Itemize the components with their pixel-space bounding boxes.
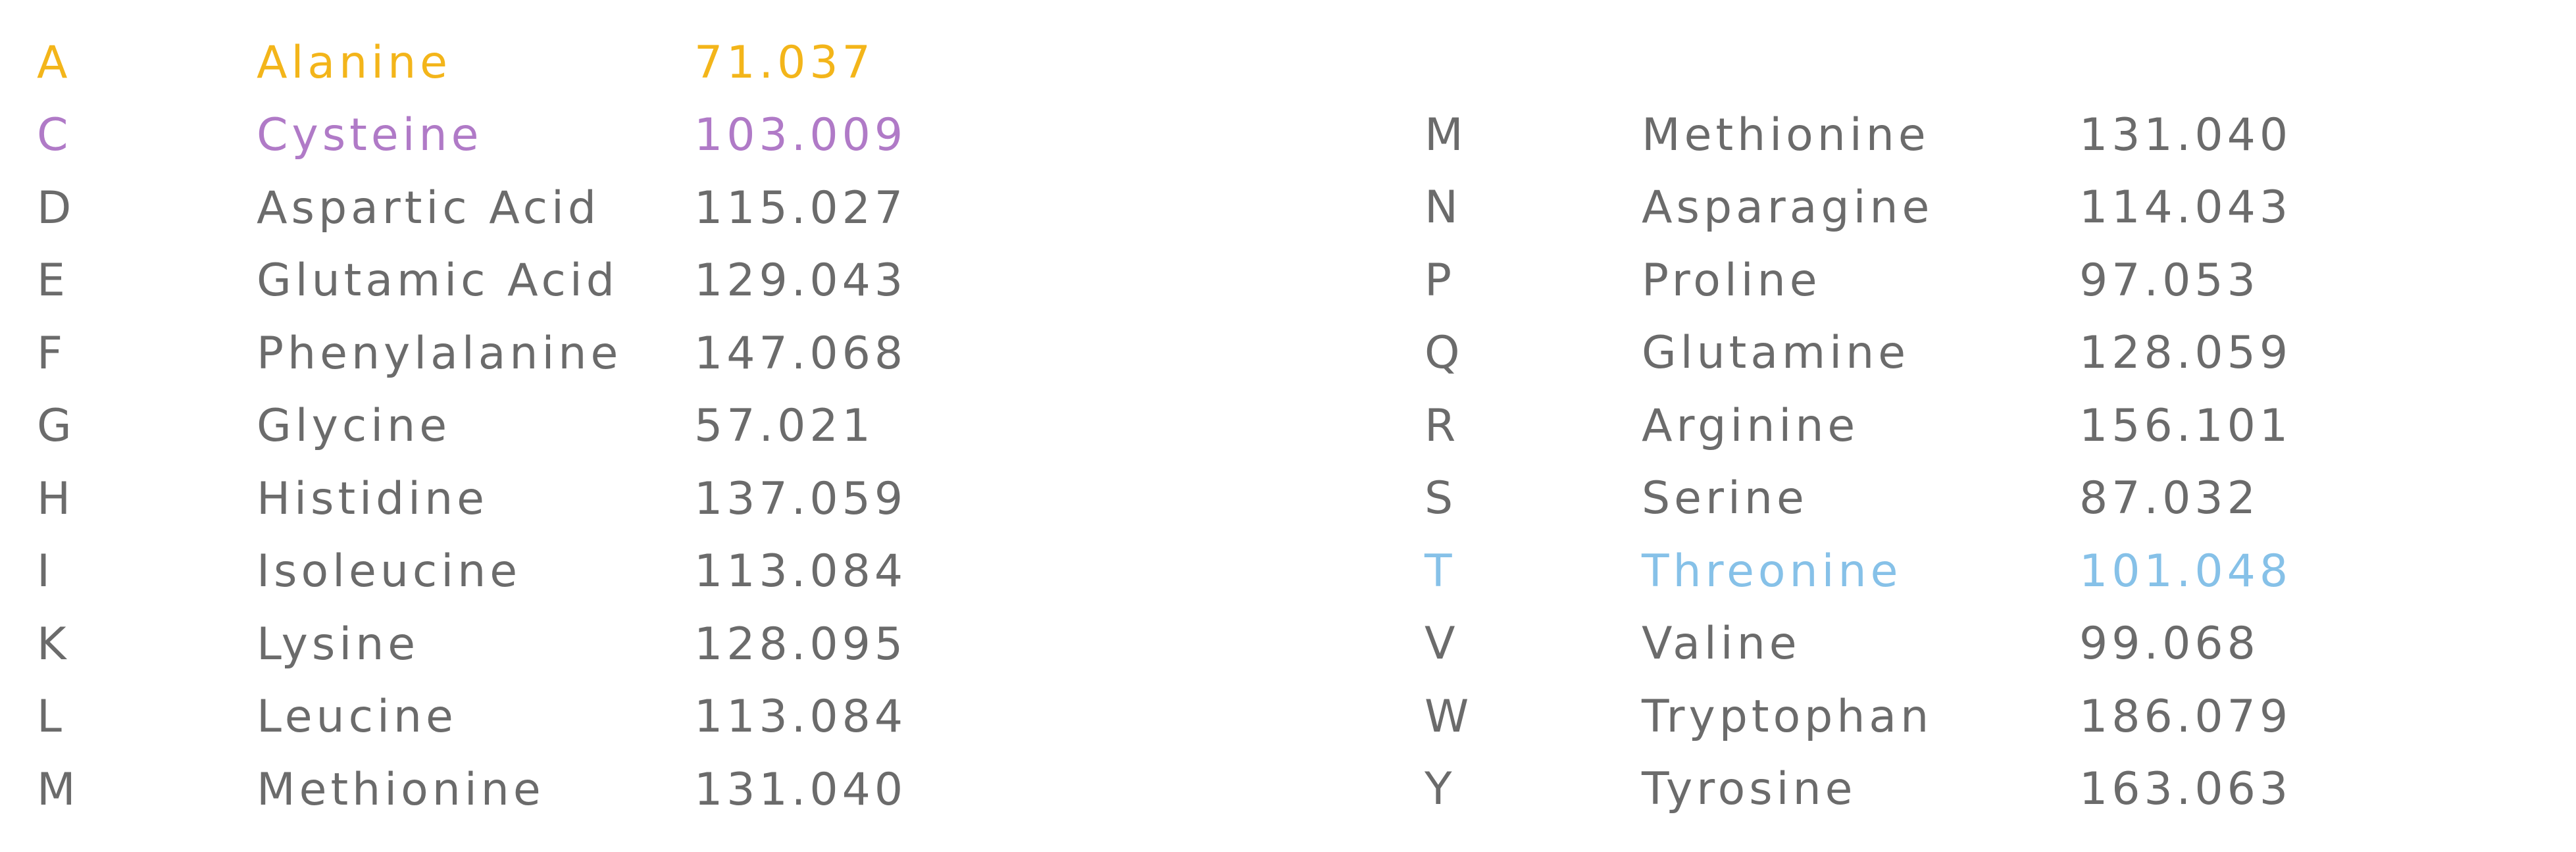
residue-code: D xyxy=(37,182,76,234)
residue-name: Tyrosine xyxy=(1642,763,1857,816)
residue-code: Q xyxy=(1425,327,1464,380)
residue-mass: 163.063 xyxy=(2079,763,2292,816)
residue-mass: 113.084 xyxy=(694,691,907,743)
residue-name: Serine xyxy=(1642,472,1808,525)
residue-name: Glutamine xyxy=(1642,327,1910,380)
residue-mass: 97.053 xyxy=(2079,254,2260,307)
residue-code: T xyxy=(1425,545,1456,597)
residue-mass: 71.037 xyxy=(694,36,874,89)
residue-code: N xyxy=(1425,182,1462,234)
residue-code: G xyxy=(37,400,76,453)
table-row: M Methionine 131.040 xyxy=(37,753,957,826)
residue-name: Isoleucine xyxy=(257,545,522,598)
residue-mass: 128.059 xyxy=(2079,327,2292,380)
residue-mass: 101.048 xyxy=(2079,545,2292,597)
table-row: T Threonine 101.048 xyxy=(1425,535,2342,608)
table-row: P Proline 97.053 xyxy=(1425,244,2342,317)
residue-name: Arginine xyxy=(1642,399,1859,452)
table-row: Y Tyrosine 163.063 xyxy=(1425,753,2342,826)
table-row: Q Glutamine 128.059 xyxy=(1425,317,2342,390)
residue-code: F xyxy=(37,327,67,380)
residue-mass: 115.027 xyxy=(694,182,907,234)
residue-code: S xyxy=(1425,472,1457,525)
residue-name: Proline xyxy=(1642,254,1821,307)
residue-name: Valine xyxy=(1642,618,1801,670)
table-row: N Asparagine 114.043 xyxy=(1425,172,2342,245)
table-row: W Tryptophan 186.079 xyxy=(1425,680,2342,753)
residue-name: Histidine xyxy=(257,472,488,525)
residue-mass: 87.032 xyxy=(2079,472,2260,525)
table-row: K Lysine 128.095 xyxy=(37,608,957,681)
table-row: D Aspartic Acid 115.027 xyxy=(37,172,957,245)
residue-mass: 99.068 xyxy=(2079,618,2260,670)
residue-name: Asparagine xyxy=(1642,182,1934,234)
residue-code: M xyxy=(37,763,80,816)
table-row: A Alanine 71.037 xyxy=(37,26,957,99)
residue-name: Glycine xyxy=(257,400,451,453)
residue-code: Y xyxy=(1425,763,1456,816)
residue-name: Alanine xyxy=(257,36,452,89)
residue-name: Leucine xyxy=(257,691,457,743)
table-row: L Leucine 113.084 xyxy=(37,681,957,754)
residue-name: Phenylalanine xyxy=(257,327,622,380)
table-row: G Glycine 57.021 xyxy=(37,390,957,463)
residue-code: A xyxy=(37,36,72,89)
residue-code: W xyxy=(1425,690,1473,743)
table-row: V Valine 99.068 xyxy=(1425,608,2342,681)
residue-name: Glutamic Acid xyxy=(257,255,619,307)
residue-name: Aspartic Acid xyxy=(257,182,601,234)
residue-name: Methionine xyxy=(1642,109,1930,161)
table-row: M Methionine 131.040 xyxy=(1425,99,2342,172)
residue-code: L xyxy=(37,691,66,743)
residue-mass: 131.040 xyxy=(694,763,907,816)
residue-mass: 114.043 xyxy=(2079,182,2292,234)
residue-mass: 113.084 xyxy=(694,545,907,598)
table-row: H Histidine 137.059 xyxy=(37,463,957,536)
table-row: I Isoleucine 113.084 xyxy=(37,536,957,609)
residue-mass: 137.059 xyxy=(694,472,907,525)
residue-code: H xyxy=(37,472,75,525)
residue-code: P xyxy=(1425,254,1456,307)
residue-code: R xyxy=(1425,399,1460,452)
residue-mass: 103.009 xyxy=(694,109,907,162)
amino-acid-table-right: M Methionine 131.040 N Asparagine 114.04… xyxy=(1425,99,2342,826)
residue-code: M xyxy=(1425,109,1467,161)
residue-name: Methionine xyxy=(257,763,545,816)
residue-code: C xyxy=(37,109,72,162)
table-row: S Serine 87.032 xyxy=(1425,463,2342,536)
table-row: F Phenylalanine 147.068 xyxy=(37,317,957,390)
residue-name: Cysteine xyxy=(257,109,483,162)
residue-mass: 57.021 xyxy=(694,400,874,453)
amino-acid-table-left: A Alanine 71.037 C Cysteine 103.009 D As… xyxy=(37,26,957,826)
residue-name: Lysine xyxy=(257,618,420,670)
residue-mass: 156.101 xyxy=(2079,399,2292,452)
table-row: E Glutamic Acid 129.043 xyxy=(37,245,957,318)
residue-code: K xyxy=(37,618,70,670)
residue-name: Threonine xyxy=(1642,545,1902,597)
residue-mass: 128.095 xyxy=(694,618,907,670)
residue-code: V xyxy=(1425,618,1459,670)
residue-mass: 147.068 xyxy=(694,327,907,380)
residue-code: E xyxy=(37,255,69,307)
table-row: C Cysteine 103.009 xyxy=(37,99,957,172)
residue-mass: 186.079 xyxy=(2079,690,2292,743)
residue-mass: 129.043 xyxy=(694,255,907,307)
residue-mass: 131.040 xyxy=(2079,109,2292,161)
residue-name: Tryptophan xyxy=(1642,690,1933,743)
table-row: R Arginine 156.101 xyxy=(1425,389,2342,463)
residue-code: I xyxy=(37,545,55,598)
